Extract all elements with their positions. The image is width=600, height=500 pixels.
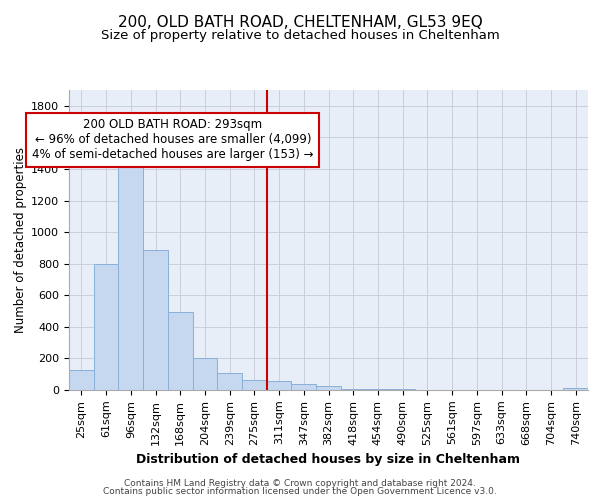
Bar <box>242 380 267 390</box>
Bar <box>341 389 365 390</box>
Bar <box>193 358 217 390</box>
Bar <box>292 384 316 390</box>
Bar <box>168 312 193 390</box>
Text: Contains HM Land Registry data © Crown copyright and database right 2024.: Contains HM Land Registry data © Crown c… <box>124 478 476 488</box>
Bar <box>94 264 118 390</box>
Bar <box>316 386 341 390</box>
Text: 200 OLD BATH ROAD: 293sqm
← 96% of detached houses are smaller (4,099)
4% of sem: 200 OLD BATH ROAD: 293sqm ← 96% of detac… <box>32 118 314 162</box>
Bar <box>390 389 415 390</box>
Bar <box>69 370 94 390</box>
Text: Contains public sector information licensed under the Open Government Licence v3: Contains public sector information licen… <box>103 487 497 496</box>
Text: Size of property relative to detached houses in Cheltenham: Size of property relative to detached ho… <box>101 29 499 42</box>
Bar <box>118 156 143 390</box>
X-axis label: Distribution of detached houses by size in Cheltenham: Distribution of detached houses by size … <box>137 453 521 466</box>
Y-axis label: Number of detached properties: Number of detached properties <box>14 147 27 333</box>
Text: 200, OLD BATH ROAD, CHELTENHAM, GL53 9EQ: 200, OLD BATH ROAD, CHELTENHAM, GL53 9EQ <box>118 15 482 30</box>
Bar <box>365 389 390 390</box>
Bar <box>217 374 242 390</box>
Bar <box>267 382 292 390</box>
Bar <box>143 250 168 390</box>
Bar <box>563 388 588 390</box>
